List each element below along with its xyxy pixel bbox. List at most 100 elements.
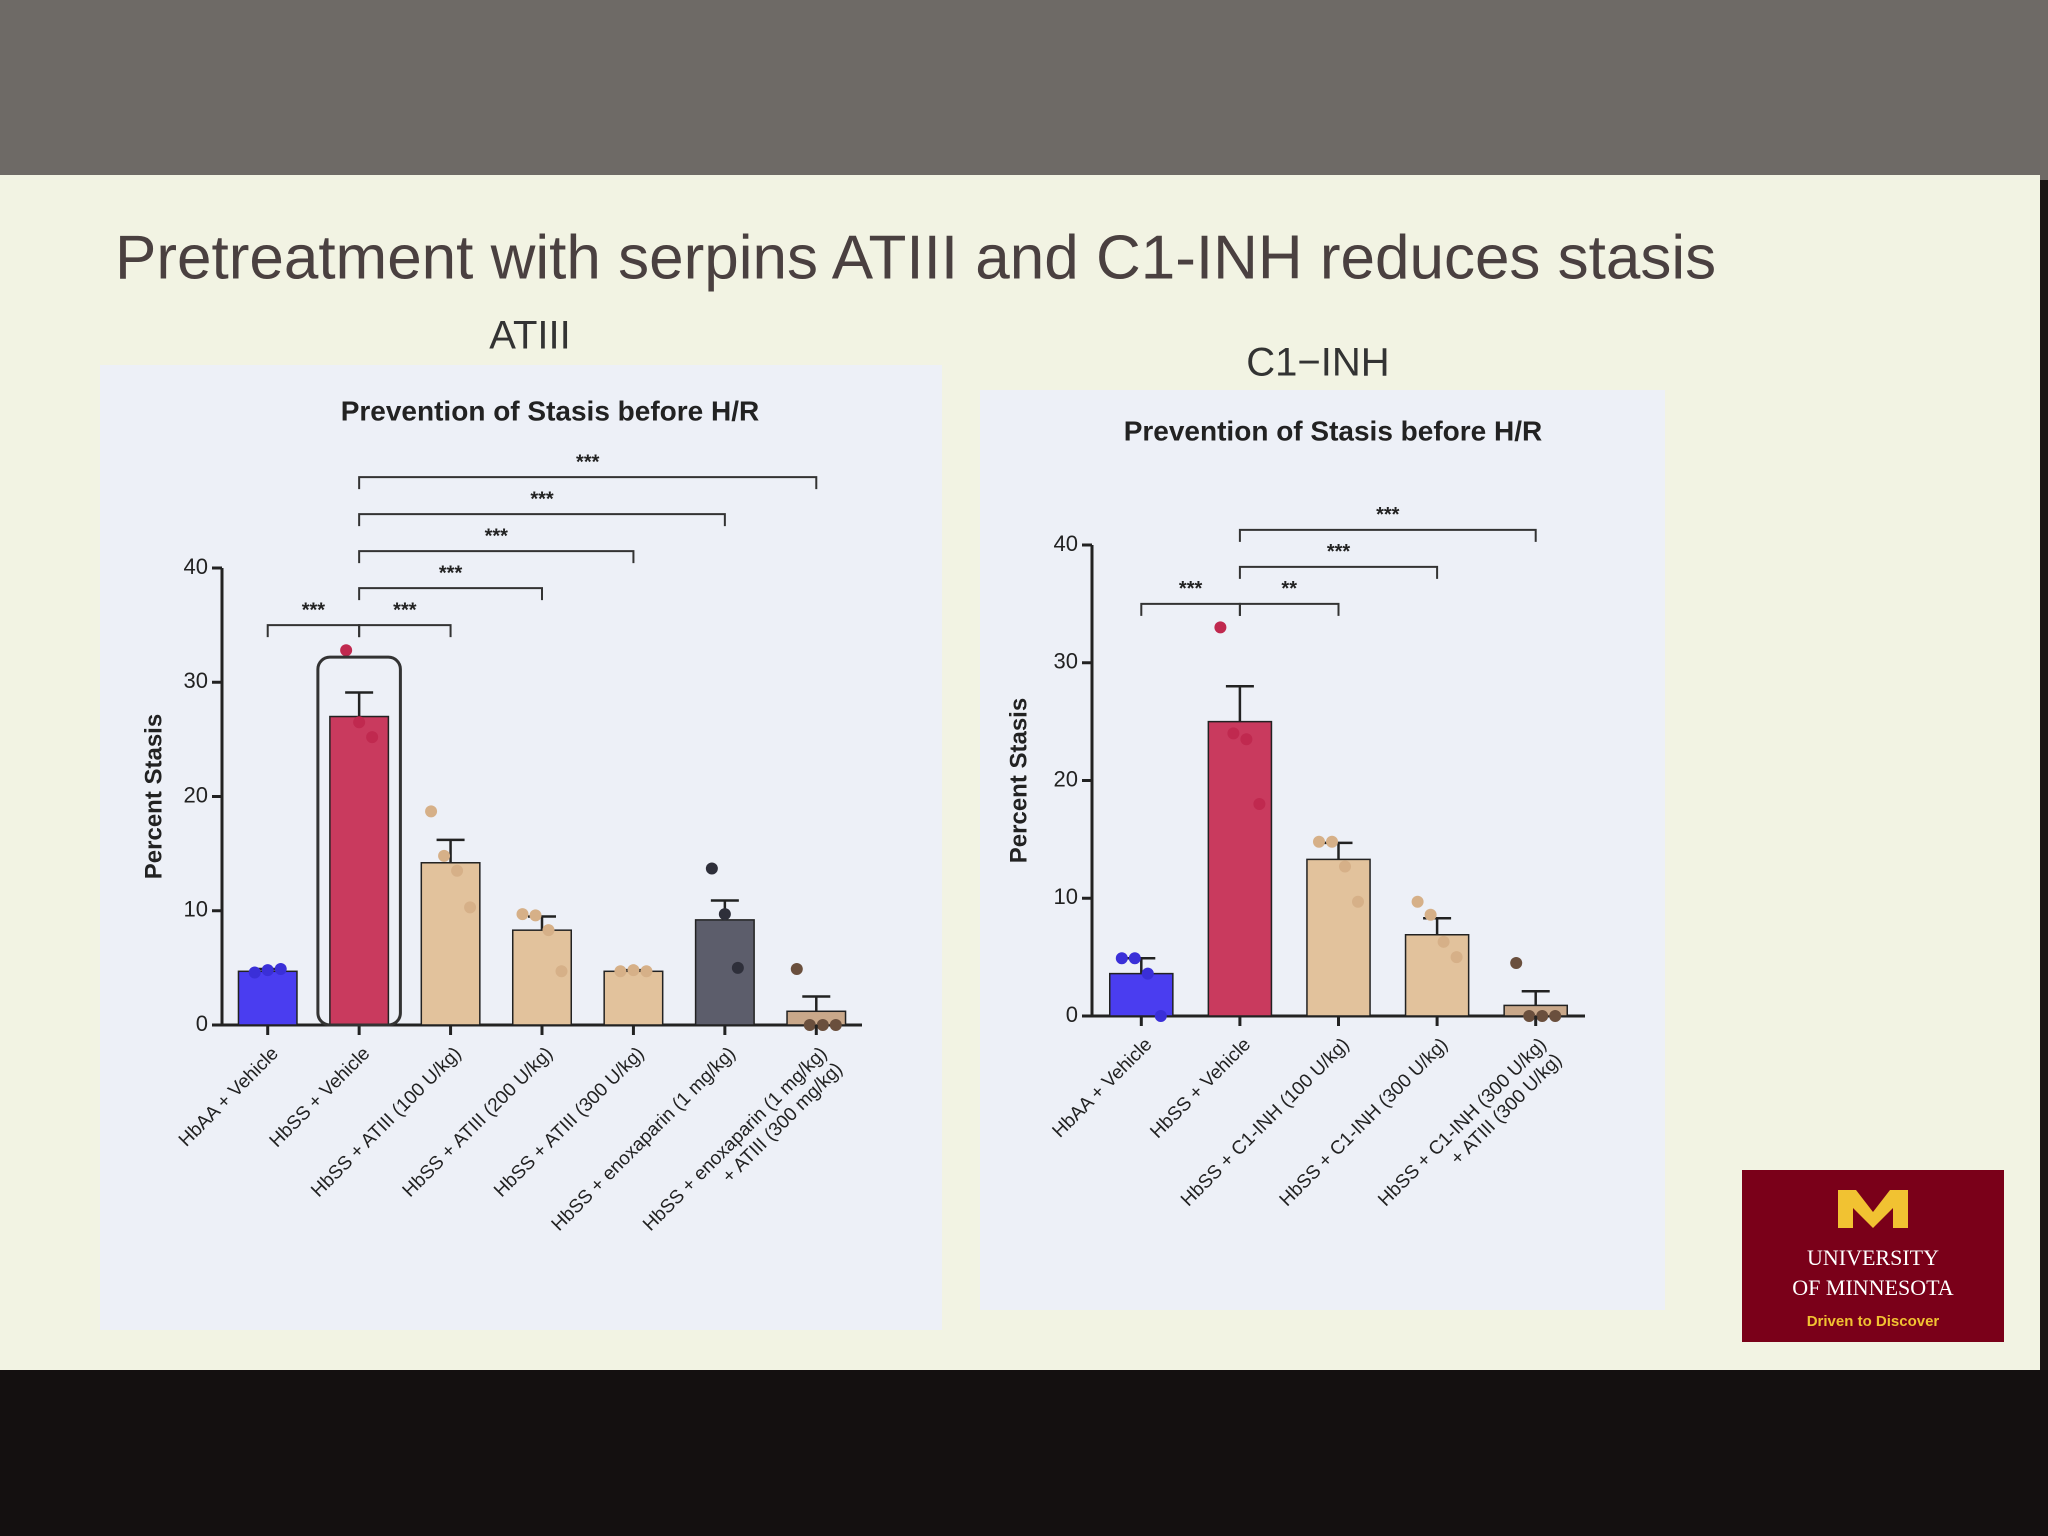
- y-tick-label: 30: [184, 668, 208, 693]
- significance-label: ***: [1327, 541, 1351, 563]
- data-point: [1154, 1010, 1167, 1022]
- bar: [237, 970, 298, 1026]
- data-point: [829, 1019, 842, 1031]
- data-point: [1326, 835, 1338, 848]
- significance-bracket: [358, 513, 726, 527]
- data-point: [1424, 908, 1437, 921]
- y-tick-label: 20: [184, 782, 208, 807]
- bar: [694, 919, 755, 1026]
- bar: [420, 862, 481, 1026]
- data-point: [1510, 957, 1523, 970]
- data-point: [790, 963, 803, 976]
- significance-label: **: [1281, 578, 1297, 600]
- data-point: [1523, 1010, 1536, 1022]
- bar: [1306, 858, 1371, 1017]
- data-point: [340, 644, 353, 657]
- data-point: [274, 963, 287, 976]
- data-point: [353, 716, 366, 729]
- chart-title: Prevention of Stasis before H/R: [1124, 415, 1543, 446]
- chart-heading: ATIII: [489, 314, 570, 358]
- y-tick-label: 20: [1054, 766, 1078, 791]
- data-point: [516, 908, 529, 921]
- data-point: [705, 862, 718, 875]
- slide-title: Pretreatment with serpins ATIII and C1-I…: [115, 223, 1716, 292]
- significance-label: ***: [1376, 504, 1400, 526]
- chart-panel: [100, 365, 942, 1330]
- bar: [603, 970, 664, 1026]
- y-tick-label: 40: [1054, 531, 1078, 556]
- bar: [1207, 720, 1273, 1017]
- significance-bracket: [358, 550, 635, 564]
- y-tick-label: 30: [1054, 649, 1078, 674]
- data-point: [731, 961, 744, 974]
- data-point: [1128, 952, 1141, 965]
- data-point: [248, 966, 261, 979]
- significance-label: ***: [576, 451, 600, 473]
- data-point: [1115, 952, 1128, 965]
- chart-title: Prevention of Stasis before H/R: [341, 395, 760, 426]
- data-point: [425, 805, 438, 818]
- significance-bracket: [358, 624, 452, 638]
- y-axis-label: Percent Stasis: [1005, 698, 1032, 863]
- data-point: [1411, 895, 1424, 908]
- data-point: [542, 924, 555, 937]
- data-point: [1313, 835, 1325, 848]
- data-point: [803, 1019, 816, 1031]
- audience: [0, 1370, 2048, 1536]
- data-point: [529, 909, 542, 922]
- bar: [1404, 934, 1470, 1017]
- data-point: [718, 908, 731, 921]
- logo-text: OF MINNESOTA: [1792, 1275, 1954, 1300]
- bar: [329, 715, 390, 1026]
- data-point: [366, 731, 379, 744]
- data-point: [627, 964, 640, 977]
- significance-label: ***: [302, 599, 326, 621]
- data-point: [1240, 733, 1253, 746]
- significance-bracket: [1238, 528, 1537, 542]
- data-point: [1339, 860, 1351, 873]
- data-point: [1536, 1010, 1549, 1022]
- y-axis-label: Percent Stasis: [140, 714, 167, 879]
- significance-label: ***: [1179, 578, 1203, 600]
- data-point: [261, 964, 274, 977]
- data-point: [464, 901, 477, 914]
- chart-heading: C1−INH: [1246, 341, 1389, 385]
- data-point: [614, 965, 627, 978]
- error-bar: [345, 691, 374, 717]
- data-point: [438, 849, 451, 862]
- logo: UNIVERSITY OF MINNESOTA Driven to Discov…: [1742, 1170, 2004, 1342]
- data-point: [451, 864, 464, 877]
- logo-mark: [1838, 1190, 1908, 1228]
- significance-label: ***: [439, 562, 463, 584]
- data-point: [1437, 935, 1450, 948]
- logo-tagline: Driven to Discover: [1807, 1313, 1940, 1330]
- bar: [1108, 972, 1174, 1017]
- data-point: [640, 965, 653, 978]
- data-point: [1352, 895, 1364, 908]
- y-tick-label: 10: [1054, 884, 1078, 909]
- data-point: [1214, 621, 1227, 634]
- error-bar: [1225, 685, 1254, 722]
- y-tick-label: 0: [1066, 1002, 1078, 1027]
- significance-bracket: [358, 476, 818, 490]
- data-point: [555, 965, 568, 978]
- logo-box: [1742, 1170, 2004, 1342]
- significance-bracket: [1238, 565, 1439, 579]
- bar: [511, 929, 573, 1026]
- logo-text: UNIVERSITY: [1807, 1245, 1939, 1270]
- chart-panel: [980, 390, 1665, 1310]
- significance-label: ***: [485, 525, 509, 547]
- data-point: [1549, 1010, 1562, 1022]
- data-point: [1227, 727, 1240, 740]
- ceiling: [0, 0, 2048, 180]
- significance-bracket: [358, 587, 543, 601]
- error-bar: [436, 838, 465, 863]
- y-tick-label: 0: [196, 1011, 208, 1036]
- data-point: [1450, 951, 1463, 964]
- data-point: [1141, 967, 1154, 980]
- y-tick-label: 10: [184, 897, 208, 922]
- significance-bracket: [1238, 602, 1340, 616]
- y-tick-label: 40: [184, 554, 208, 579]
- data-point: [1253, 798, 1266, 811]
